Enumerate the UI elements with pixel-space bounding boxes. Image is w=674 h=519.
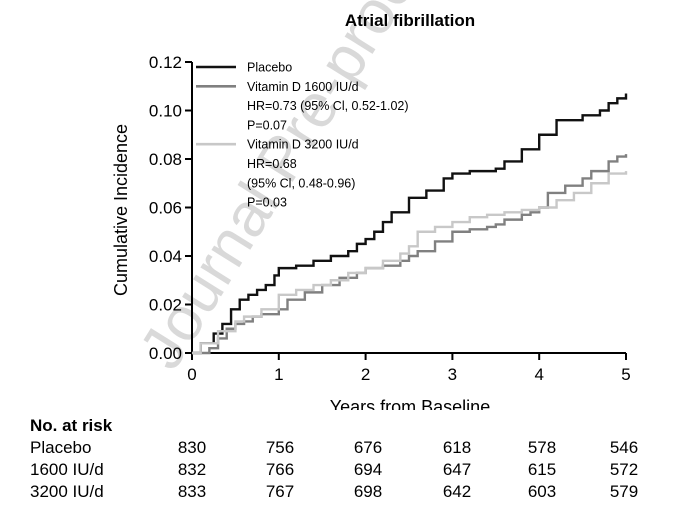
risk-cell: 578 (527, 438, 557, 457)
legend-stat-text: HR=0.68 (247, 157, 297, 171)
y-tick-label: 0.12 (149, 53, 182, 72)
legend-label: Vitamin D 3200 IU/d (247, 138, 359, 152)
x-tick-label: 5 (621, 365, 630, 384)
x-tick-label: 0 (187, 365, 196, 384)
risk-cell: 615 (527, 460, 557, 479)
y-tick-label: 0.02 (149, 296, 182, 315)
risk-cell: 572 (609, 460, 639, 479)
risk-cell: 767 (265, 482, 295, 501)
y-tick-label: 0.00 (149, 344, 182, 363)
series-line-1600 (192, 154, 628, 355)
axes: 0.00 0.02 0.04 0.06 0.08 0.10 0.12 0 1 2 3 4 5 (149, 53, 631, 384)
risk-cell: 642 (442, 482, 472, 501)
series-line-3200 (192, 171, 628, 355)
risk-cell: 546 (609, 438, 639, 457)
risk-cell: 676 (353, 438, 383, 457)
risk-cell: 603 (527, 482, 557, 501)
x-axis-label: Years from Baseline (330, 397, 490, 410)
risk-cell: 830 (177, 438, 207, 457)
legend-stat-text: HR=0.73 (95% Cl, 0.52-1.02) (247, 99, 409, 113)
y-tick-label: 0.04 (149, 247, 182, 266)
y-axis-label: Cumulative Incidence (111, 124, 131, 296)
risk-row-label: 1600 IU/d (30, 460, 104, 479)
risk-cell: 579 (609, 482, 639, 501)
risk-cell: 694 (353, 460, 383, 479)
chart-title: Atrial fibrillation (345, 11, 475, 30)
x-tick-label: 2 (361, 365, 370, 384)
y-tick-label: 0.06 (149, 199, 182, 218)
risk-cell: 698 (353, 482, 383, 501)
risk-table-title: No. at risk (30, 416, 113, 435)
series-group (192, 93, 628, 355)
legend-label: Placebo (247, 61, 292, 75)
risk-cell: 618 (442, 438, 472, 457)
risk-row-label: 3200 IU/d (30, 482, 104, 501)
risk-cell: 766 (265, 460, 295, 479)
legend-stat-text: P=0.07 (247, 118, 287, 132)
series-line-placebo (192, 93, 628, 355)
km-chart: Journal Pre-proof Atrial fibrillation Cu… (111, 0, 631, 410)
legend: Placebo Vitamin D 1600 IU/d HR=0.73 (95% C… (196, 61, 409, 210)
x-tick-label: 4 (534, 365, 543, 384)
risk-cell: 756 (265, 438, 295, 457)
risk-cell: 832 (177, 460, 207, 479)
x-tick-label: 1 (274, 365, 283, 384)
risk-cell: 647 (442, 460, 472, 479)
x-tick-label: 3 (448, 365, 457, 384)
legend-label: Vitamin D 1600 IU/d (247, 80, 359, 94)
y-tick-label: 0.08 (149, 150, 182, 169)
y-tick-label: 0.10 (149, 102, 182, 121)
legend-stat-text: (95% Cl, 0.48-0.96) (247, 176, 355, 190)
legend-stat-text: P=0.03 (247, 196, 287, 210)
risk-cell: 833 (177, 482, 207, 501)
risk-row-label: Placebo (30, 438, 92, 457)
